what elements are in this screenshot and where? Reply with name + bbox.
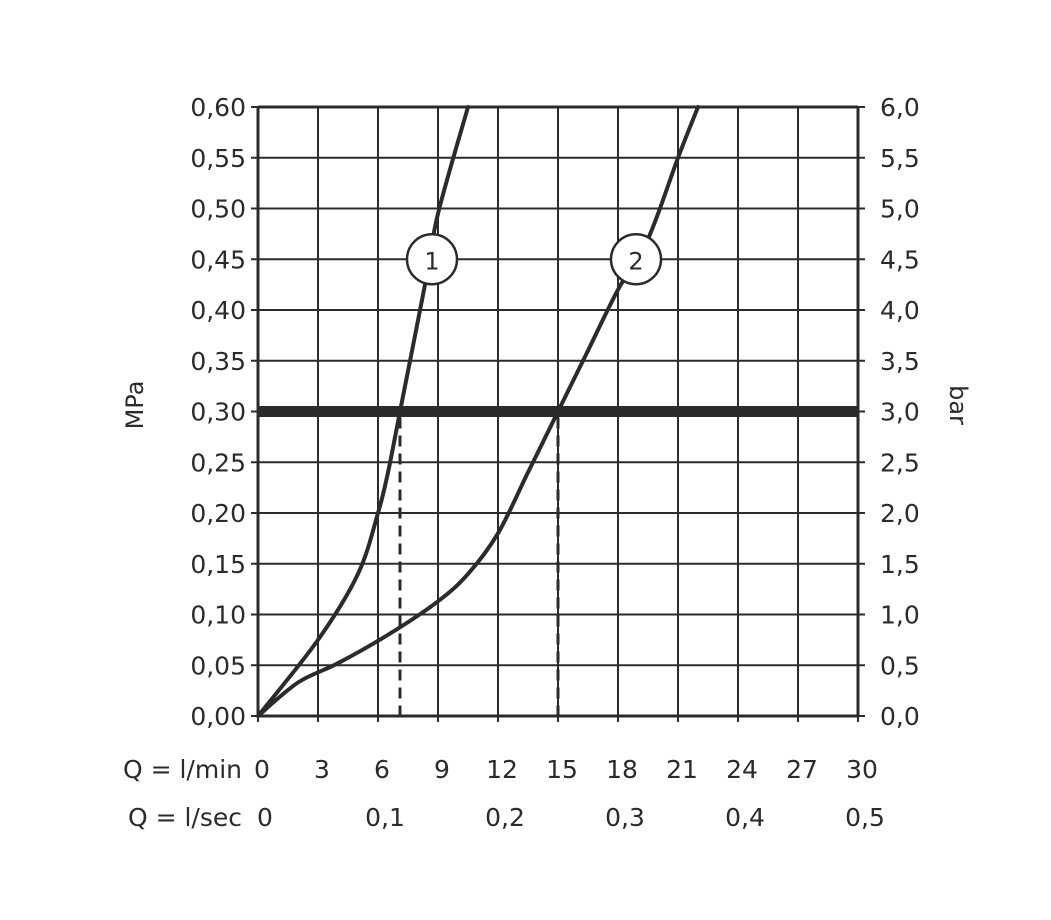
series-1-label-circle [405, 233, 459, 286]
y-right-tick-label: 2,0 [880, 499, 920, 528]
x-secondary-tick-label: 0 [257, 803, 273, 832]
y-right-tick-label: 2,5 [880, 448, 920, 477]
y-left-axis-title: MPa [121, 381, 149, 430]
series-1-label: 1 [424, 247, 439, 275]
x-primary-tick-label: 21 [666, 755, 698, 784]
x-secondary-tick-label: 0,2 [485, 803, 525, 832]
y-right-axis-title: bar [944, 385, 972, 425]
y-right-tick-label: 6,0 [880, 93, 920, 122]
y-left-tick-label: 0,25 [190, 448, 246, 477]
y-left-tick-label: 0,05 [190, 651, 246, 680]
y-left-tick-label: 0,30 [190, 398, 246, 427]
x-primary-tick-label: 12 [486, 755, 518, 784]
y-left-tick-label: 0,45 [190, 245, 246, 274]
y-right-tick-label: 5,5 [880, 144, 920, 173]
y-right-tick-label: 1,0 [880, 601, 920, 630]
series-1-curve [256, 105, 470, 718]
x-secondary-axis-label: Q = l/sec [128, 803, 242, 832]
y-left-tick-label: 0,55 [190, 144, 246, 173]
x-primary-axis-label: Q = l/min [123, 755, 242, 784]
y-right-tick-label: 3,5 [880, 347, 920, 376]
x-primary-tick-label: 15 [546, 755, 578, 784]
y-right-tick-label: 5,0 [880, 195, 920, 224]
x-primary-tick-label: 6 [374, 755, 390, 784]
x-primary-tick-label: 24 [726, 755, 758, 784]
tick-labels: 0,000,050,100,150,200,250,300,350,400,45… [190, 93, 919, 832]
x-secondary-tick-label: 0,5 [845, 803, 885, 832]
y-left-tick-label: 0,00 [190, 702, 246, 731]
y-right-tick-label: 4,5 [880, 245, 920, 274]
y-right-tick-label: 3,0 [880, 398, 920, 427]
series-2-label-circle [609, 233, 663, 286]
x-primary-tick-label: 0 [254, 755, 270, 784]
y-left-tick-label: 0,20 [190, 499, 246, 528]
y-left-tick-label: 0,40 [190, 296, 246, 325]
y-left-tick-label: 0,60 [190, 93, 246, 122]
x-primary-tick-label: 3 [314, 755, 330, 784]
y-right-tick-label: 0,0 [880, 702, 920, 731]
y-left-tick-label: 0,15 [190, 550, 246, 579]
y-left-tick-label: 0,50 [190, 195, 246, 224]
y-right-tick-label: 1,5 [880, 550, 920, 579]
y-right-tick-label: 0,5 [880, 651, 920, 680]
x-secondary-tick-label: 0,1 [365, 803, 405, 832]
x-primary-tick-label: 27 [786, 755, 818, 784]
x-primary-tick-label: 9 [434, 755, 450, 784]
y-right-tick-label: 4,0 [880, 296, 920, 325]
x-primary-tick-label: 18 [606, 755, 638, 784]
x-secondary-tick-label: 0,4 [725, 803, 765, 832]
x-primary-tick-label: 30 [846, 755, 878, 784]
x-secondary-tick-label: 0,3 [605, 803, 645, 832]
series-2-label: 2 [628, 247, 643, 275]
y-left-tick-label: 0,35 [190, 347, 246, 376]
y-left-tick-label: 0,10 [190, 601, 246, 630]
drop-lines [398, 417, 560, 716]
